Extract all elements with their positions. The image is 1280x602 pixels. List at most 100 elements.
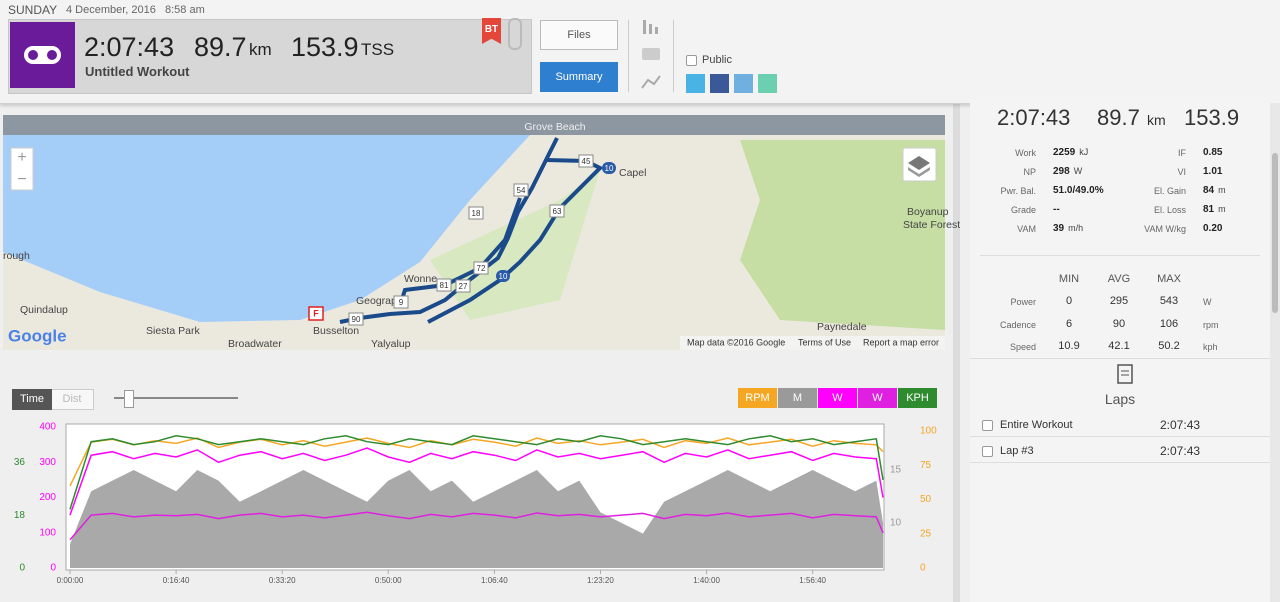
summary-distance: 89.7	[1097, 105, 1140, 130]
metric-value: --	[1053, 204, 1060, 215]
series-line	[69, 435, 884, 510]
x-tick-label: 0:50:00	[375, 576, 402, 585]
map-report: Report a map error	[863, 337, 939, 347]
map-label: Grove Beach	[524, 121, 585, 133]
zoom-out[interactable]: −	[17, 171, 26, 188]
time: 8:58 am	[165, 4, 205, 16]
link-button[interactable]	[734, 74, 753, 93]
tss: 153.9	[291, 32, 359, 62]
google-logo: Google	[8, 326, 67, 345]
separator	[980, 255, 1260, 256]
attachment-icon[interactable]	[508, 18, 522, 50]
route-marker-label: 27	[459, 282, 468, 291]
twitter-button[interactable]	[686, 74, 705, 93]
route-marker-label: 63	[553, 207, 562, 216]
route-marker	[436, 278, 452, 292]
route-marker-label: 54	[517, 186, 526, 195]
tss-unit: TSS	[361, 40, 395, 59]
tool-icons[interactable]	[640, 18, 664, 94]
lap-duration: 2:07:43	[1160, 444, 1201, 458]
series-line	[69, 437, 884, 487]
y-tick-label: 200	[39, 492, 56, 503]
laps-title: Laps	[1104, 391, 1136, 407]
range-value: 6	[1065, 317, 1073, 330]
range-value: 42.1	[1108, 340, 1130, 352]
summary-button[interactable]: Summary	[540, 62, 618, 92]
range-value: 0	[1065, 295, 1073, 307]
workout-card[interactable]	[8, 19, 532, 94]
metric-label: NP	[1023, 167, 1036, 177]
separator	[673, 20, 674, 92]
scrollbar[interactable]	[1270, 103, 1280, 602]
legend-item[interactable]: W	[818, 388, 857, 408]
route-marker-label: 10	[499, 272, 508, 281]
route-marker-label: 72	[477, 264, 486, 273]
metric-label: VAM W/kg	[1144, 224, 1186, 234]
layers-icon	[908, 156, 930, 170]
legend-item[interactable]: KPH	[898, 388, 937, 408]
map-water	[3, 135, 530, 322]
zoom-in[interactable]: +	[17, 149, 26, 166]
metric-label: IF	[1178, 148, 1186, 158]
files-button[interactable]: Files	[540, 20, 618, 50]
route-marker-label: 18	[472, 209, 481, 218]
distance: 89.7	[194, 32, 247, 62]
route-marker	[473, 261, 489, 275]
start-flag-label: F	[313, 308, 319, 318]
range-value: 50.2	[1158, 340, 1180, 352]
legend-item[interactable]: M	[778, 388, 817, 408]
public-checkbox[interactable]	[686, 55, 697, 66]
lap-checkbox[interactable]	[982, 420, 993, 431]
range-label: Speed	[1009, 342, 1036, 352]
range-unit: rpm	[1203, 319, 1219, 330]
dist-toggle[interactable]: Dist	[62, 393, 82, 405]
map-top-strip	[3, 115, 945, 135]
summary-panel: 2:07:43 89.7 km 153.9 Work 2259 kJ IF 0.85 NP…	[970, 103, 1270, 602]
slider-handle[interactable]	[124, 390, 134, 408]
range-header: MIN	[1058, 273, 1080, 285]
range-label: Power	[1010, 297, 1036, 307]
legend-item[interactable]: RPM	[738, 388, 777, 408]
range-value: 295	[1109, 295, 1129, 307]
x-tick-label: 0:00:00	[57, 576, 84, 585]
separator	[970, 436, 1270, 437]
range-unit: kph	[1203, 342, 1218, 352]
laps-icon	[1117, 364, 1133, 384]
map-label: Busselton	[313, 325, 359, 337]
series-area	[70, 470, 883, 568]
metric-label: VI	[1177, 167, 1186, 177]
map-label: rough	[3, 250, 30, 262]
bike-icon	[24, 46, 61, 64]
map-label: Wonne	[404, 273, 437, 285]
map-label: Capel	[619, 167, 646, 179]
legend: RPM M W W KPH	[738, 388, 938, 408]
header: SUNDAY 4 December, 2016 8:58 am 2:07:43 …	[0, 0, 1280, 104]
y-tick-label: 100	[920, 426, 937, 437]
legend-item[interactable]: W	[858, 388, 897, 408]
time-toggle[interactable]: Time	[12, 389, 52, 410]
metric-unit: m/h	[1068, 223, 1084, 233]
route-marker	[578, 154, 594, 168]
sport-icon	[10, 22, 75, 88]
y-tick-label: 25	[920, 528, 932, 539]
attribution-bar	[680, 336, 945, 350]
metric-value: 0.85	[1203, 147, 1223, 158]
lap-checkbox[interactable]	[982, 446, 993, 457]
map-label: Siesta Park	[146, 325, 200, 337]
metric-unit: W	[1073, 166, 1083, 176]
date: 4 December, 2016	[66, 4, 156, 16]
range-value: 10.9	[1058, 340, 1080, 352]
metric-unit: m	[1218, 204, 1226, 214]
summary-tss: 153.9	[1184, 105, 1240, 130]
zoom-control[interactable]	[10, 147, 34, 191]
lap-duration: 2:07:43	[1160, 418, 1201, 432]
map-label: State Forest	[903, 219, 960, 231]
zoom-slider[interactable]	[114, 397, 238, 399]
series-line	[69, 447, 884, 516]
email-button[interactable]	[758, 74, 777, 93]
separator	[970, 462, 1270, 463]
facebook-button[interactable]	[710, 74, 729, 93]
map-label: Paynedale	[817, 321, 867, 333]
metric-value: 81 m	[1203, 204, 1226, 215]
y-tick-label: 0	[19, 563, 25, 574]
